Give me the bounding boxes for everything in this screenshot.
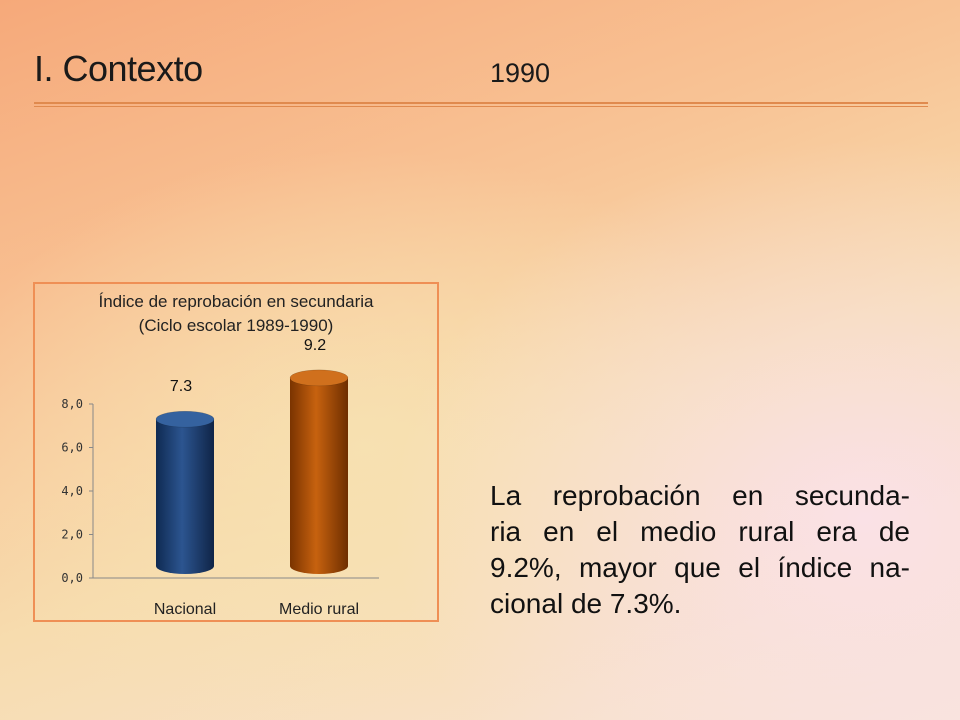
y-tick-label: 4,0 <box>61 484 83 498</box>
chart-subtitle: (Ciclo escolar 1989-1990) <box>138 316 334 335</box>
bar-chart: 0,0 2,0 4,0 6,0 8,0 7.3 Nacional 9.2 Medio rural <box>61 337 379 618</box>
bar-nacional <box>156 419 214 574</box>
body-line: cional de 7.3%. <box>490 588 682 619</box>
chart-title: Índice de reprobación en secundaria <box>98 292 374 311</box>
body-line: La reprobación en secunda- <box>490 480 910 511</box>
slide-year: 1990 <box>490 58 551 88</box>
y-tick-label: 2,0 <box>61 528 83 542</box>
x-category-label: Medio rural <box>279 601 359 618</box>
body-paragraph: La reprobación en secunda- ria en el med… <box>490 478 910 622</box>
y-tick-label: 6,0 <box>61 441 83 455</box>
chart-panel: Índice de reprobación en secundaria (Cic… <box>33 282 439 622</box>
bar-top-cap <box>155 410 215 428</box>
body-line: 9.2%, mayor que el índice na- <box>490 552 910 583</box>
body-line: ria en el medio rural era de <box>490 516 910 547</box>
x-category-label: Nacional <box>154 601 216 618</box>
slide-title: I. Contexto <box>34 48 203 89</box>
bar-medio-rural <box>290 377 348 574</box>
data-label: 7.3 <box>170 378 192 395</box>
y-tick-label: 0,0 <box>61 571 83 585</box>
bar-top-cap <box>289 369 349 387</box>
title-divider <box>34 102 928 104</box>
y-tick-label: 8,0 <box>61 397 83 411</box>
title-divider-thin <box>34 106 928 107</box>
data-label: 9.2 <box>304 337 326 354</box>
